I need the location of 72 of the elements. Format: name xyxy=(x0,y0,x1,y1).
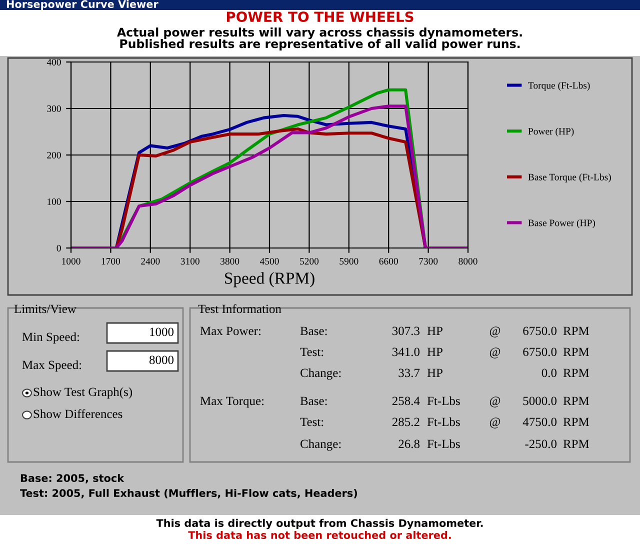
text: Test: xyxy=(300,348,324,356)
text: 1000 xyxy=(150,328,174,336)
x-tick-label: 2400 xyxy=(141,258,160,265)
text: Min Speed: xyxy=(22,332,79,344)
x-tick-label: 4500 xyxy=(260,258,279,265)
y-tick-label: 300 xyxy=(47,105,61,112)
text: This data is directly output from Chassis Dynamometer. xyxy=(156,518,483,530)
x-tick-label: 5900 xyxy=(340,258,358,265)
text: RPM xyxy=(563,368,590,378)
text: HP xyxy=(427,348,442,356)
legend-label: Base Power (HP) xyxy=(528,219,596,228)
text: Base: xyxy=(300,396,327,406)
text: @ xyxy=(490,348,500,358)
text: Horsepower Curve Viewer xyxy=(6,0,158,10)
chart-subtitle: Actual power results will vary across chassis dynamometers. Published results are representative of all valid power runs. xyxy=(116,28,522,50)
text: Ft-Lbs xyxy=(427,417,460,426)
text: HP xyxy=(427,368,442,378)
text: Show Differences xyxy=(34,409,122,418)
text: 6750.0 xyxy=(523,326,557,336)
text: RPM xyxy=(563,440,590,448)
text: Base: 2005, stock xyxy=(20,474,124,484)
text: Test: xyxy=(300,418,324,426)
text: @ xyxy=(490,418,500,428)
text: This data has not been retouched or altered. xyxy=(188,530,451,540)
text: Base: xyxy=(300,326,327,336)
text: Test Information xyxy=(198,304,282,314)
text: 258.4 xyxy=(392,396,420,406)
x-tick-label: 5200 xyxy=(300,258,319,265)
text: 26.8 xyxy=(398,440,420,448)
legend-label: Power (HP) xyxy=(528,128,574,137)
x-tick-label: 3800 xyxy=(220,258,240,265)
text: @ xyxy=(490,326,500,338)
text: RPM xyxy=(563,396,590,406)
text: 307.3 xyxy=(392,326,420,336)
x-tick-label: 1000 xyxy=(62,258,80,265)
text: @ xyxy=(490,396,500,408)
text: 0.0 xyxy=(542,368,557,378)
text: Max Speed: xyxy=(22,360,82,372)
y-tick-label: 200 xyxy=(47,152,61,158)
x-tick-label: 6600 xyxy=(379,258,398,265)
text: Show Test Graph(s) xyxy=(34,387,132,399)
y-tick-label: 400 xyxy=(46,58,61,66)
text: RPM xyxy=(563,326,590,336)
x-axis-title: Speed (RPM) xyxy=(225,272,314,288)
text: Change: xyxy=(300,368,341,380)
text: 341.0 xyxy=(392,348,420,356)
text: Max Power: xyxy=(200,326,260,336)
chart-title: POWER TO THE WHEELS xyxy=(226,12,414,22)
text: 4750.0 xyxy=(522,418,557,426)
text: 8000 xyxy=(149,356,174,364)
y-tick-label: 0 xyxy=(56,244,61,252)
text: 285.2 xyxy=(392,418,420,426)
text: 6750.0 xyxy=(523,348,557,356)
text: RPM xyxy=(563,348,590,356)
legend-label: Base Torque (Ft-Lbs) xyxy=(528,174,611,182)
text: 5000.0 xyxy=(523,396,557,406)
text: -250.0 xyxy=(525,440,557,448)
text: Test: 2005, Full Exhaust (Mufflers, Hi-Flow cats, Headers) xyxy=(20,488,357,498)
x-tick-label: 7300 xyxy=(419,258,438,265)
x-tick-label: 3100 xyxy=(180,258,200,265)
text: Ft-Lbs xyxy=(427,396,460,406)
text: RPM xyxy=(563,418,590,426)
x-tick-label: 1700 xyxy=(102,258,120,265)
x-tick-label: 8000 xyxy=(458,258,478,265)
legend-label: Torque (Ft-Lbs) xyxy=(528,82,590,91)
y-tick-label: 100 xyxy=(48,198,61,205)
text: 33.7 xyxy=(398,368,420,378)
text: Ft-Lbs xyxy=(427,439,460,448)
text: HP xyxy=(427,326,442,336)
text: Max Torque: xyxy=(200,396,264,408)
text: Change: xyxy=(300,439,341,451)
text: Limits/View xyxy=(14,304,76,314)
